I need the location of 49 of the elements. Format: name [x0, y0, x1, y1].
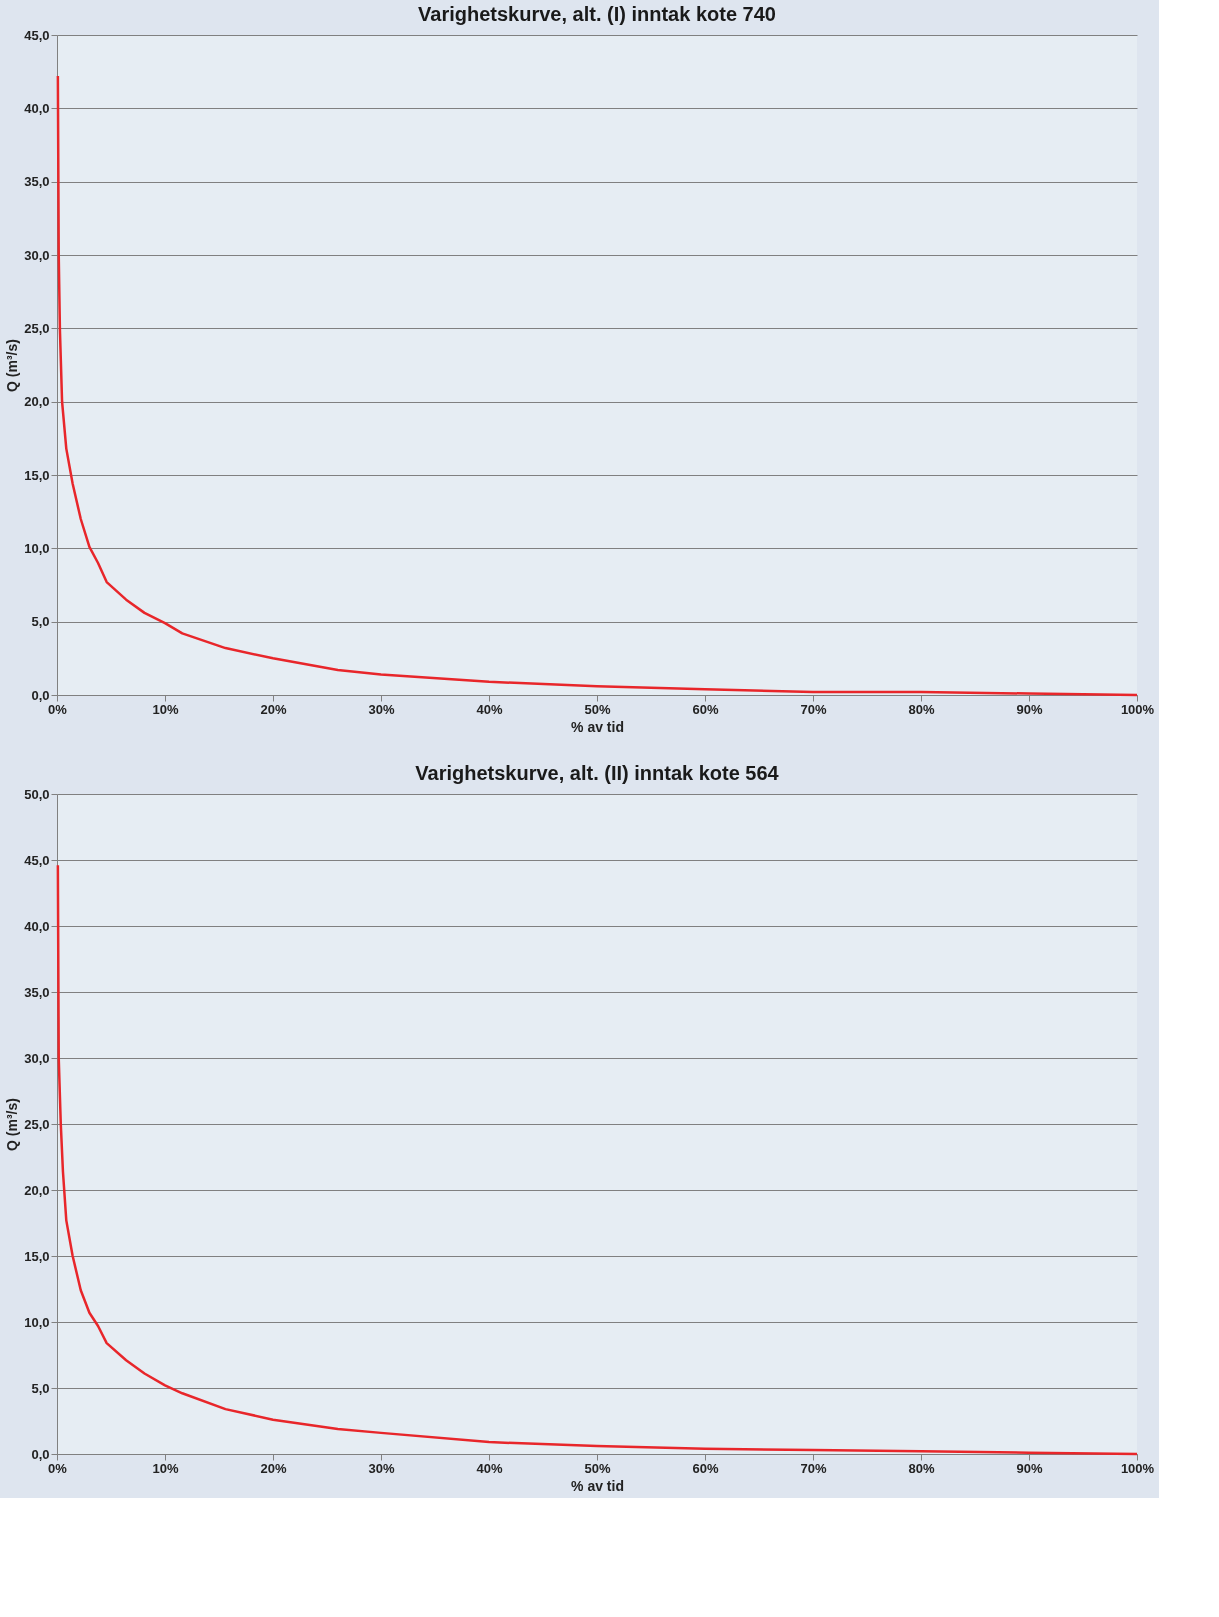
x-tick-label: 0% [48, 701, 68, 717]
y-tick-label: 25,0 [24, 320, 50, 336]
x-tick-label: 100% [1120, 701, 1155, 717]
y-axis-title: Q (m³/s) [4, 1098, 21, 1151]
y-tick-label: 15,0 [24, 1248, 50, 1264]
chart-title: Varighetskurve, alt. (I) inntak kote 740 [418, 3, 776, 25]
x-tick-label: 10% [152, 701, 179, 717]
y-tick-label: 40,0 [24, 100, 50, 116]
y-axis-title: Q (m³/s) [4, 339, 21, 392]
x-tick-label: 30% [368, 1460, 395, 1476]
x-tick-label: 0% [48, 1460, 68, 1476]
y-tick-label: 5,0 [31, 614, 50, 630]
x-tick-label: 90% [1016, 1460, 1043, 1476]
y-tick-label: 30,0 [24, 1050, 50, 1066]
y-tick-label: 50,0 [24, 786, 50, 802]
x-tick-label: 30% [368, 701, 395, 717]
x-tick-label: 40% [476, 701, 503, 717]
y-tick-label: 15,0 [24, 467, 50, 483]
x-tick-label: 80% [908, 701, 935, 717]
x-tick-label: 90% [1016, 701, 1043, 717]
y-tick-label: 20,0 [24, 1182, 50, 1198]
x-tick-label: 50% [584, 1460, 611, 1476]
x-tick-label: 10% [152, 1460, 179, 1476]
y-tick-label: 10,0 [24, 540, 50, 556]
x-axis-title: % av tid [571, 1477, 624, 1494]
y-tick-label: 30,0 [24, 247, 50, 263]
y-tick-label: 35,0 [24, 984, 50, 1000]
y-tick-label: 35,0 [24, 174, 50, 190]
x-tick-label: 80% [908, 1460, 935, 1476]
x-tick-label: 60% [692, 1460, 719, 1476]
x-tick-label: 20% [260, 701, 287, 717]
y-tick-label: 40,0 [24, 918, 50, 934]
y-tick-label: 0,0 [31, 1446, 50, 1462]
y-tick-label: 20,0 [24, 394, 50, 410]
y-tick-label: 45,0 [24, 27, 50, 43]
x-tick-label: 60% [692, 701, 719, 717]
x-tick-label: 100% [1120, 1460, 1155, 1476]
x-tick-label: 70% [800, 701, 827, 717]
y-tick-label: 10,0 [24, 1314, 50, 1330]
y-tick-label: 5,0 [31, 1380, 50, 1396]
x-tick-label: 20% [260, 1460, 287, 1476]
x-axis-title: % av tid [571, 718, 624, 735]
x-tick-label: 70% [800, 1460, 827, 1476]
y-tick-label: 0,0 [31, 687, 50, 703]
x-tick-label: 50% [584, 701, 611, 717]
x-tick-label: 40% [476, 1460, 503, 1476]
y-tick-label: 25,0 [24, 1116, 50, 1132]
chart-title: Varighetskurve, alt. (II) inntak kote 564 [415, 762, 780, 784]
y-tick-label: 45,0 [24, 852, 50, 868]
